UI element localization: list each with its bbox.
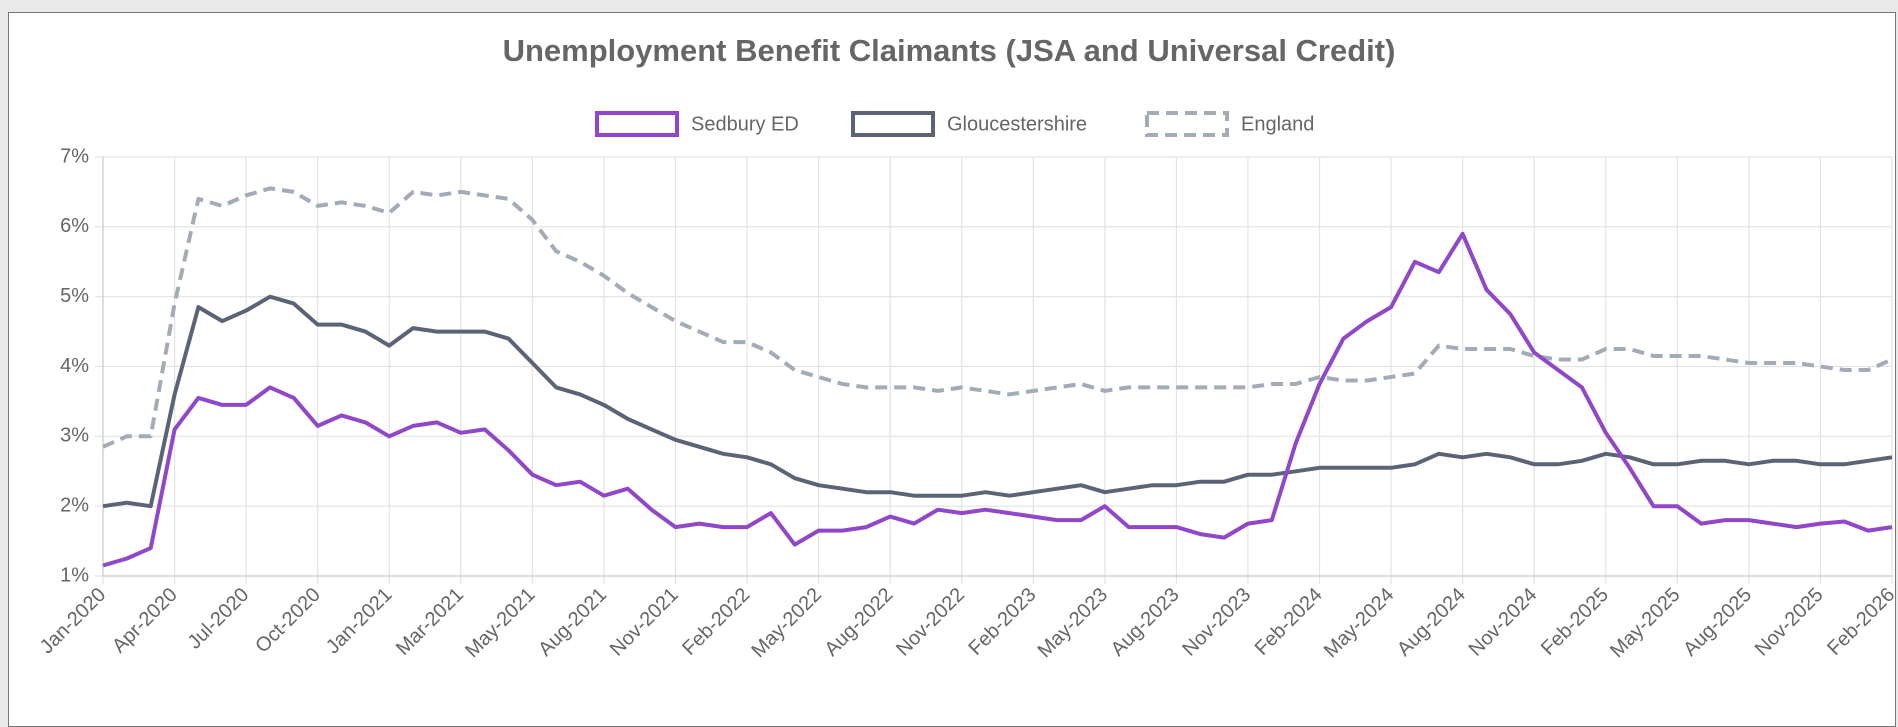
x-tick-label: Oct-2020 [251,584,325,658]
y-tick-label: 3% [60,425,89,447]
x-tick-label: Aug-2022 [821,584,898,661]
series-line [102,231,1893,568]
y-tick-label: 1% [60,564,89,586]
x-tick-label: Feb-2024 [1251,584,1327,660]
x-tick-label: Aug-2021 [534,584,611,661]
x-tick-label: Feb-2026 [1823,584,1898,660]
y-tick-label: 6% [60,215,89,237]
legend-swatch [1145,111,1229,137]
legend-label: Sedbury ED [691,113,799,135]
x-tick-label: May-2021 [461,584,539,662]
x-tick-label: Aug-2023 [1107,584,1184,661]
x-tick-label: Nov-2021 [606,584,683,661]
x-tick-label: Feb-2023 [964,584,1040,660]
panel [8,12,1896,727]
x-tick-label: Mar-2021 [392,584,468,660]
series-line [102,186,1893,449]
x-tick-label: May-2025 [1606,584,1684,662]
y-tick-label: 5% [60,285,89,307]
x-tick-label: Jan-2020 [36,584,111,659]
chart-title: Unemployment Benefit Claimants (JSA and … [503,33,1396,68]
x-tick-label: Jul-2020 [184,584,254,654]
x-tick-label: Aug-2025 [1679,584,1756,661]
x-tick-label: May-2024 [1320,584,1398,662]
y-tick-label: 4% [60,355,89,377]
x-tick-label: Apr-2020 [108,584,182,658]
legend-label: Gloucestershire [947,113,1087,135]
x-tick-label: Aug-2024 [1393,584,1470,661]
legend-swatch [851,111,935,137]
y-tick-label: 2% [60,494,89,516]
x-tick-label: Nov-2022 [892,584,969,661]
x-tick-label: Feb-2022 [678,584,754,660]
x-tick-label: Nov-2023 [1178,584,1255,661]
legend-swatch [595,111,679,137]
x-tick-label: May-2022 [747,584,825,662]
x-tick-label: Nov-2024 [1465,584,1542,661]
x-tick-label: Nov-2025 [1751,584,1828,661]
x-tick-label: May-2023 [1034,584,1112,662]
legend-label: England [1241,113,1314,135]
series-line [102,294,1893,509]
y-tick-label: 7% [60,145,89,167]
x-tick-label: Feb-2025 [1537,584,1613,660]
x-tick-label: Jan-2021 [322,584,397,659]
